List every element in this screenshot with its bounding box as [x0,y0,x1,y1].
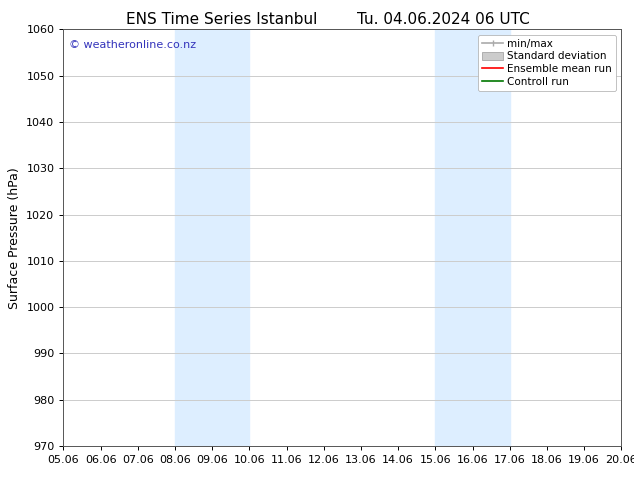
Bar [175,29,249,446]
Legend: min/max, Standard deviation, Ensemble mean run, Controll run: min/max, Standard deviation, Ensemble me… [478,35,616,91]
Text: ENS Time Series Istanbul: ENS Time Series Istanbul [126,12,318,27]
Y-axis label: Surface Pressure (hPa): Surface Pressure (hPa) [8,167,21,309]
Bar [436,29,510,446]
Text: © weatheronline.co.nz: © weatheronline.co.nz [69,40,196,50]
Text: Tu. 04.06.2024 06 UTC: Tu. 04.06.2024 06 UTC [358,12,530,27]
